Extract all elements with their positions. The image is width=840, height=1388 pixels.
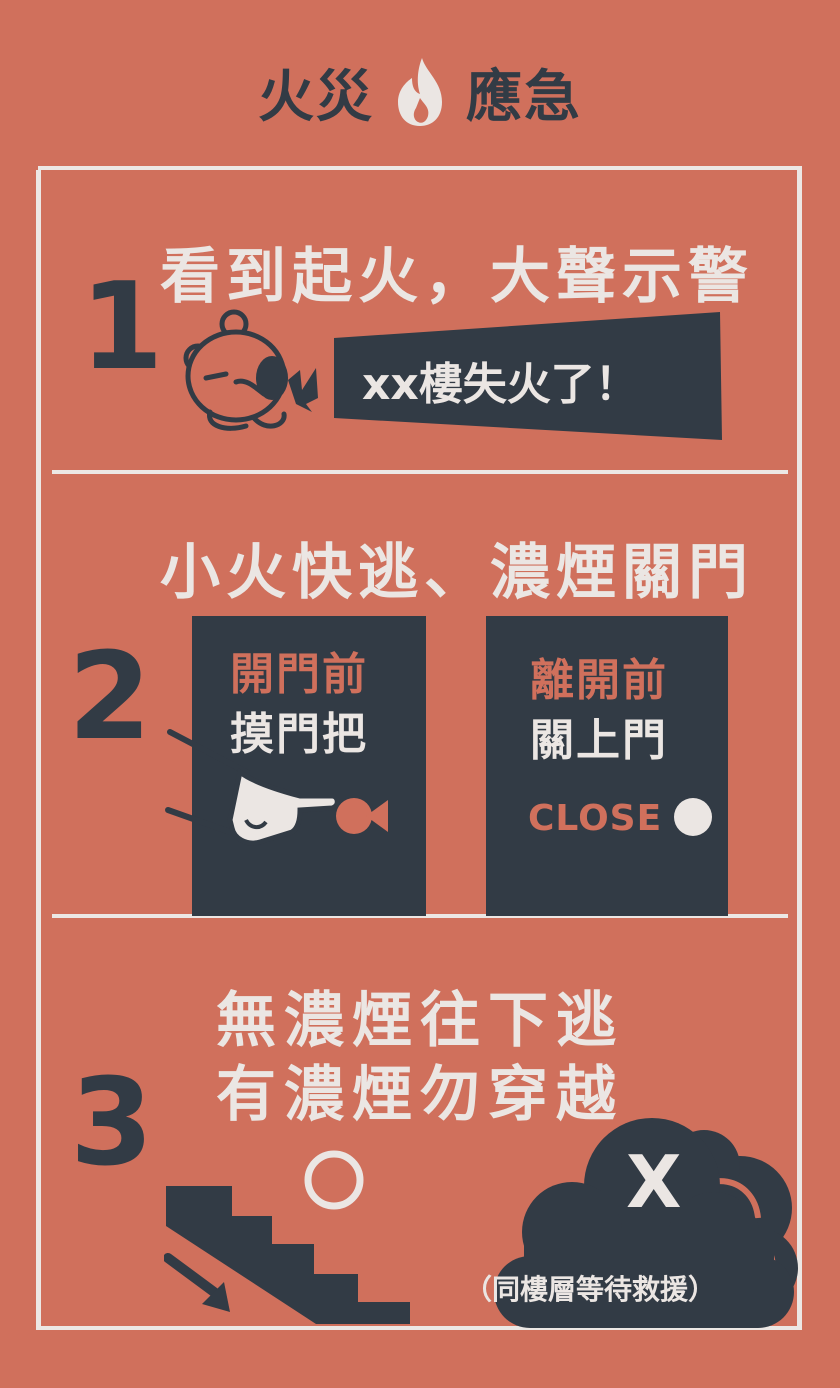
door-2-line-1: 離開前	[530, 655, 668, 706]
step-3-heading-line-1: 無濃煙往下逃	[216, 986, 624, 1056]
frame-top	[38, 166, 802, 170]
bear-shouting-icon	[183, 309, 318, 431]
step-1-shout: xx樓失火了！	[362, 359, 639, 410]
smoke-cloud-icon	[494, 1118, 798, 1328]
divider-1	[52, 470, 788, 474]
frame-bottom	[38, 1326, 802, 1330]
title-right: 應急	[466, 64, 582, 130]
title-left: 火災	[258, 64, 374, 130]
door-1-line-2: 摸門把	[230, 709, 368, 760]
ok-circle-icon	[304, 1150, 364, 1210]
arrow-down-right-icon	[164, 1253, 230, 1312]
no-mark: X	[626, 1140, 682, 1224]
step-1-heading: 看到起火，大聲示警	[160, 242, 754, 312]
step-3-number: 3	[70, 1054, 154, 1193]
frame-left	[36, 170, 41, 1330]
step-2-heading: 小火快逃、濃煙關門	[160, 538, 754, 608]
stairs-down-icon	[166, 1186, 410, 1324]
step-3-note: （同樓層等待救援）	[464, 1273, 717, 1306]
door-1-line-1: 開門前	[230, 649, 368, 700]
divider-2	[52, 914, 788, 918]
door-2-knob-icon	[674, 798, 712, 836]
door-2-line-2: 關上門	[530, 715, 668, 766]
step-2-number: 2	[68, 628, 152, 767]
flame-icon	[398, 58, 442, 126]
megaphone-icon	[334, 312, 722, 440]
step-3-heading-line-2: 有濃煙勿穿越	[216, 1060, 624, 1130]
door-2: 離開前 關上門 CLOSE	[486, 616, 728, 916]
frame-right	[797, 170, 802, 1330]
page-title: 火災 應急	[0, 52, 840, 132]
step-1-number: 1	[80, 258, 164, 397]
hand-icon	[165, 729, 340, 846]
close-label: CLOSE	[528, 798, 663, 839]
door-knob-icon	[336, 798, 388, 834]
